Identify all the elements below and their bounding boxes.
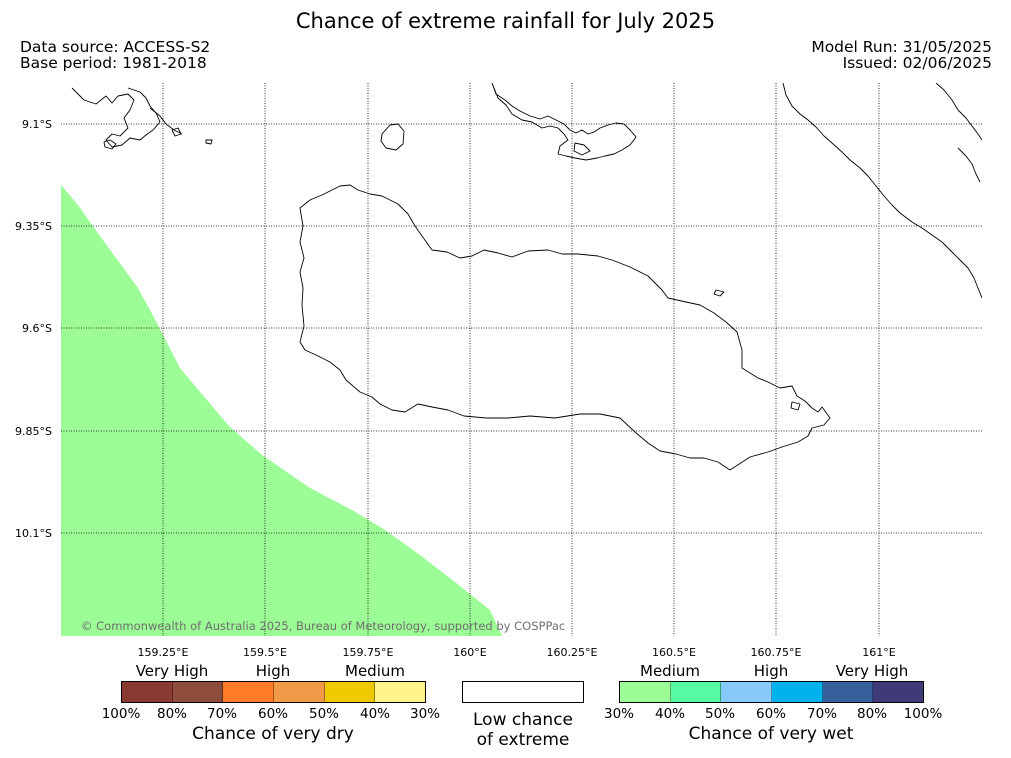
russell-islands-east-coastline	[149, 107, 183, 135]
dry-tick-label: 30%	[409, 706, 441, 722]
dry-color-bar	[121, 681, 426, 703]
low-chance-swatch	[462, 681, 584, 703]
wet-swatch	[670, 682, 722, 702]
wet-swatch	[873, 682, 924, 702]
malaita-north-coastline	[935, 83, 982, 141]
dry-swatch	[122, 682, 173, 702]
coastline	[71, 83, 982, 471]
wet-tick-label: 100%	[903, 706, 943, 722]
chart-title: Chance of extreme rainfall for July 2025	[295, 9, 716, 33]
lon-label: 160.5°E	[652, 646, 696, 659]
data-source-text: Data source: ACCESS-S2	[20, 38, 211, 56]
wet-category-label: Medium	[640, 662, 700, 680]
wet-tick-label: 60%	[755, 706, 787, 722]
model-run-text: Model Run: 31/05/2025	[811, 38, 992, 56]
wet-tick-label: 40%	[654, 706, 686, 722]
dry-category-label: Medium	[345, 662, 405, 680]
dry-category-label: High	[255, 662, 291, 680]
wet-swatch	[620, 682, 671, 702]
dry-swatch	[375, 682, 426, 702]
low-chance-line1: Low chance	[473, 710, 573, 730]
islet-5	[790, 401, 801, 411]
islet-3	[171, 127, 182, 137]
florida-islands-small-coastline	[573, 142, 591, 156]
base-period-text: Base period: 1981-2018	[20, 54, 207, 72]
lon-label: 160.75°E	[750, 646, 802, 659]
lat-label: 10.1°S	[15, 527, 52, 540]
wet-legend-title: Chance of very wet	[688, 724, 854, 744]
savo-island-coastline	[380, 123, 405, 151]
wet-color-bar	[619, 681, 924, 703]
dry-swatch	[172, 682, 224, 702]
dry-tick-label: 100%	[101, 706, 141, 722]
dry-swatch	[274, 682, 325, 702]
islet-1	[103, 139, 117, 150]
wet-swatch	[772, 682, 823, 702]
florida-islands-coastline	[491, 83, 637, 161]
lon-label: 159.5°E	[243, 646, 287, 659]
wet-swatch	[822, 682, 874, 702]
wet-tick-label: 80%	[856, 706, 888, 722]
metadata-right: Model Run: 31/05/2025 Issued: 02/06/2025	[811, 39, 992, 71]
lon-label: 161°E	[862, 646, 896, 659]
dry-category-label: Very High	[135, 662, 209, 680]
dry-swatch	[223, 682, 275, 702]
lat-label: 9.6°S	[22, 322, 52, 335]
malaita-east-coastline	[957, 147, 981, 183]
dry-swatch	[324, 682, 376, 702]
copyright-notice: © Commonwealth of Australia 2025, Bureau…	[81, 619, 566, 633]
metadata-left: Data source: ACCESS-S2 Base period: 1981…	[20, 39, 210, 71]
lon-label: 160°E	[453, 646, 487, 659]
wet-swatch	[721, 682, 773, 702]
low-chance-label: Low chance of extreme	[462, 710, 584, 750]
wet-category-label: High	[753, 662, 789, 680]
graticule	[61, 83, 982, 636]
lon-label: 160.25°E	[546, 646, 598, 659]
lon-label: 159.75°E	[342, 646, 394, 659]
wet-medium-probability-region	[61, 185, 502, 636]
issued-date-text: Issued: 02/06/2025	[842, 54, 992, 72]
islet-4	[713, 289, 725, 297]
lat-label: 9.35°S	[15, 220, 52, 233]
malaita-coastline	[782, 83, 982, 299]
lon-label: 159.25°E	[137, 646, 189, 659]
dry-tick-label: 80%	[156, 706, 188, 722]
dry-tick-label: 40%	[359, 706, 391, 722]
wet-category-label: Very High	[835, 662, 909, 680]
wet-tick-label: 50%	[704, 706, 736, 722]
guadalcanal-coastline	[299, 184, 831, 471]
dry-tick-label: 70%	[206, 706, 238, 722]
islet-2	[205, 139, 213, 145]
dry-legend-title: Chance of very dry	[192, 724, 354, 744]
lat-label: 9.85°S	[15, 425, 52, 438]
wet-tick-label: 30%	[603, 706, 635, 722]
dry-tick-label: 60%	[257, 706, 289, 722]
dry-tick-label: 50%	[308, 706, 340, 722]
lat-label: 9.1°S	[22, 118, 52, 131]
wet-tick-label: 70%	[806, 706, 838, 722]
russell-islands-coastline	[71, 87, 161, 148]
low-chance-line2: of extreme	[476, 730, 570, 750]
